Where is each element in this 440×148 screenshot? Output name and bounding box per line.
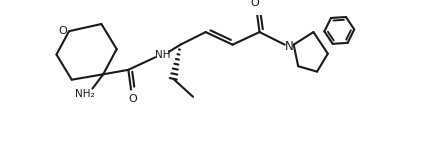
Text: NH: NH — [155, 50, 170, 60]
Text: O: O — [251, 0, 260, 8]
Text: N: N — [285, 40, 293, 53]
Text: NH₂: NH₂ — [75, 89, 95, 99]
Text: O: O — [128, 94, 137, 104]
Text: O: O — [59, 26, 67, 36]
